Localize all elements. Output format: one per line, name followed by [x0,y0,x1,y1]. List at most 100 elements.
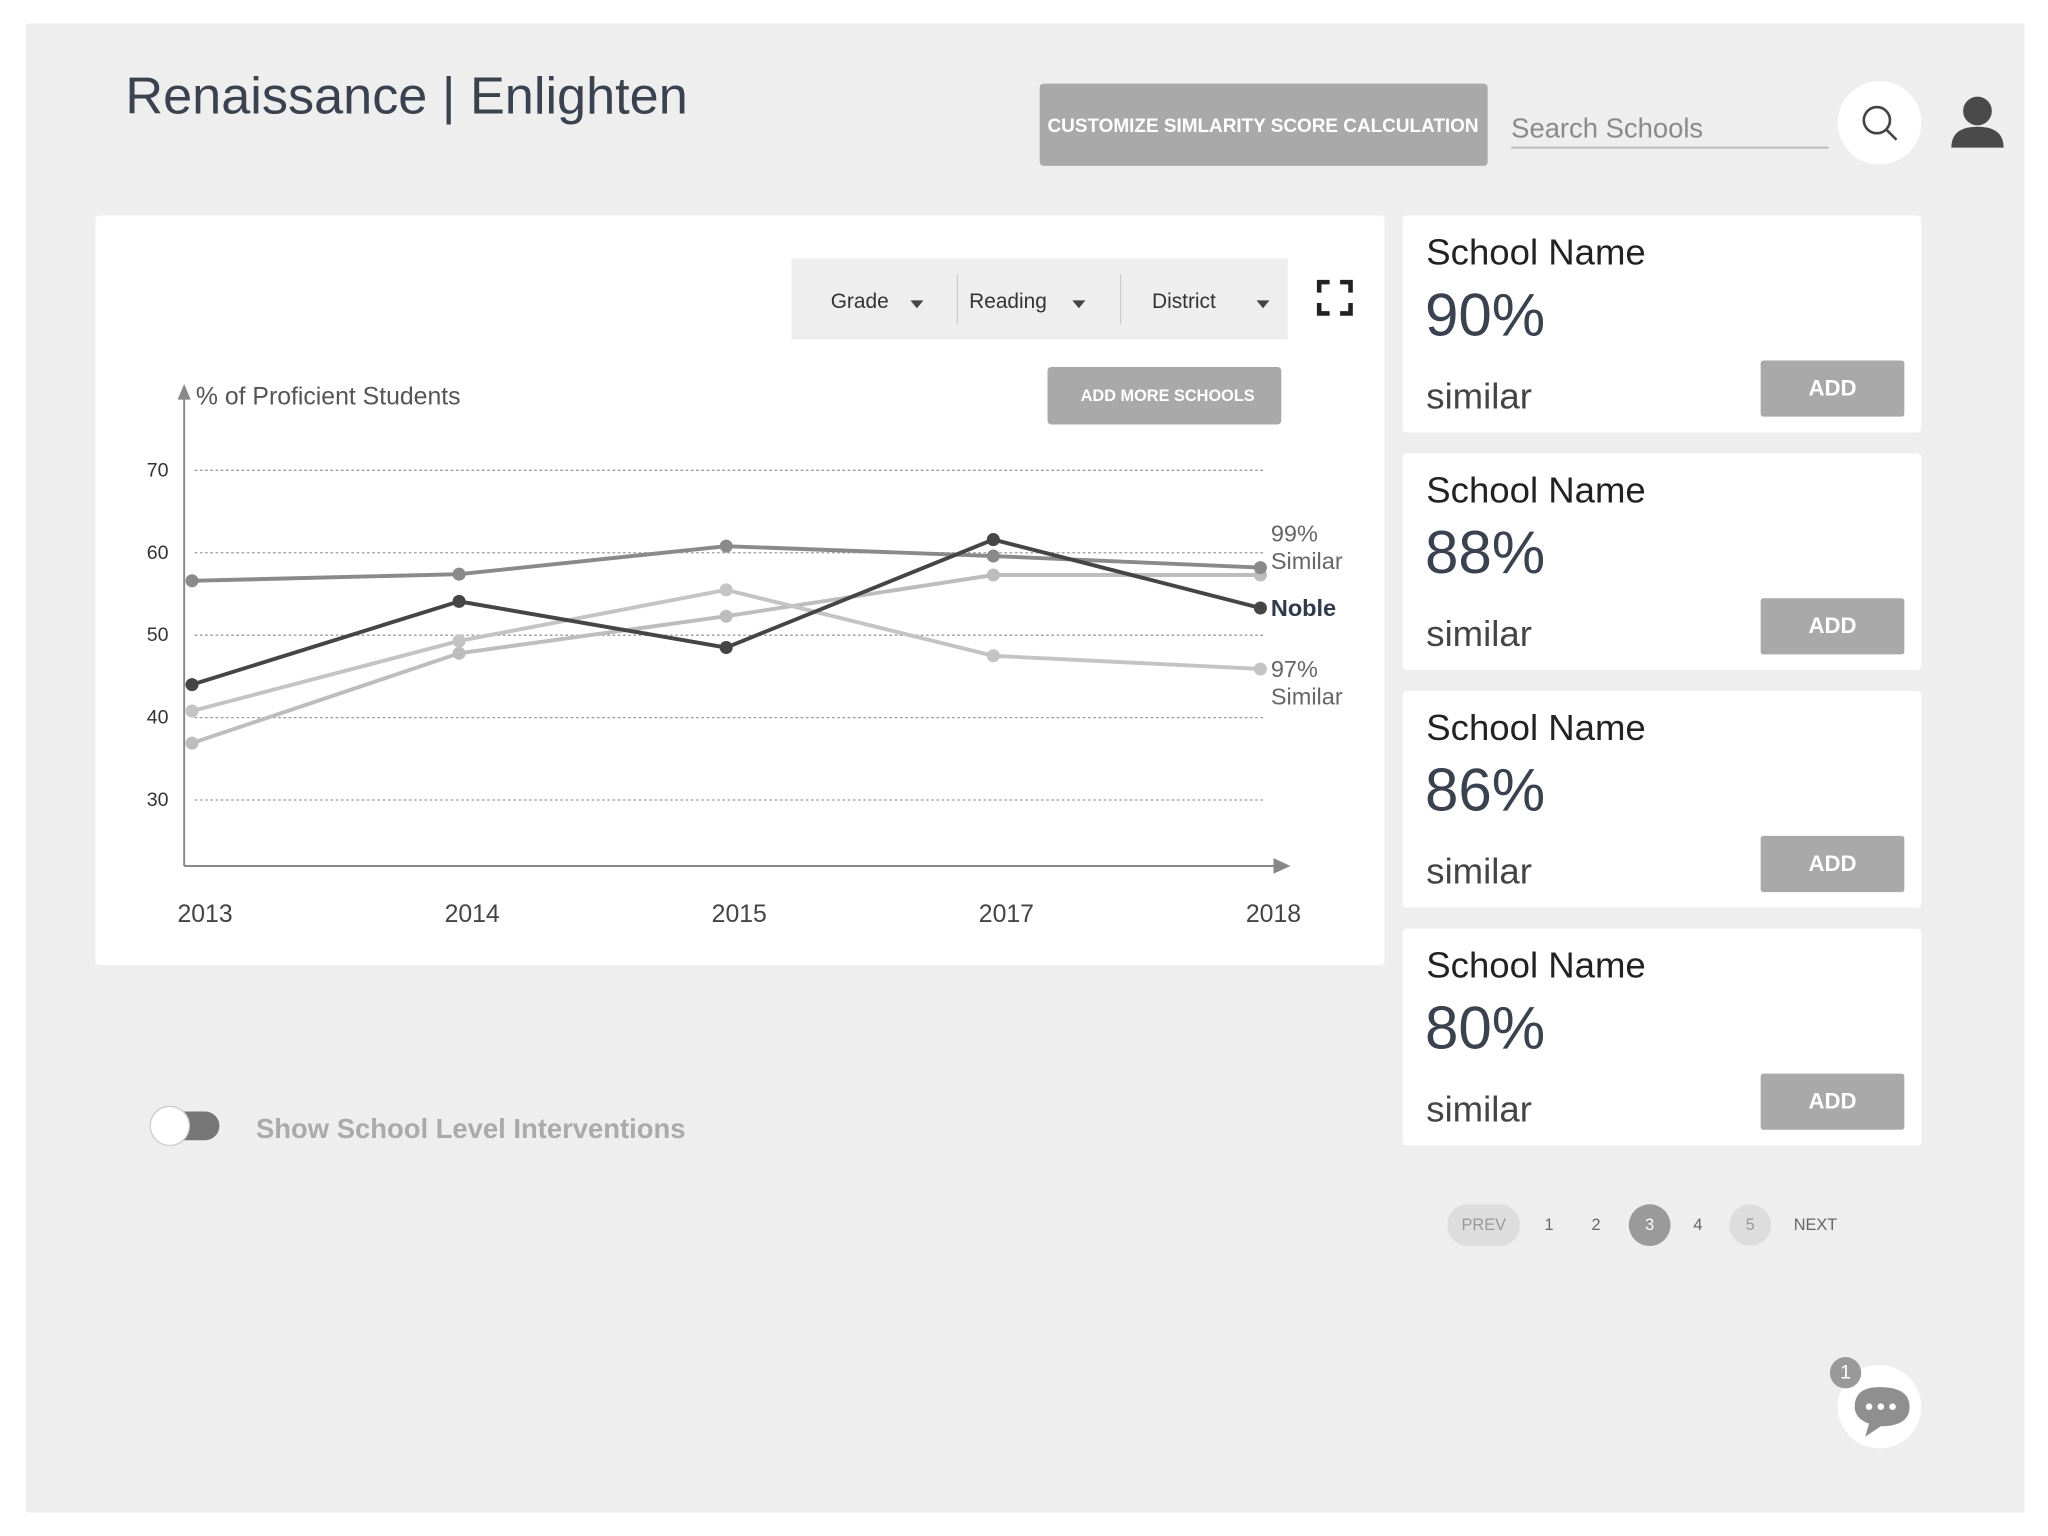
prev-button-bg [1447,1204,1521,1247]
filter-dropdown[interactable]: District [1152,290,1216,313]
data-point [185,704,199,718]
data-point [1253,561,1267,575]
data-point [986,649,1000,663]
y-axis-label: % of Proficient Students [196,384,461,411]
add-button-label: ADD [1808,851,1856,876]
school-cards: School Name 90% similar ADD School Name 88% si… [1402,215,1922,1146]
add-more-button-label: ADD MORE SCHOOLS [1081,387,1255,405]
x-tick-label: 2013 [177,901,232,928]
dropdown-caret [1256,300,1270,309]
toggle-label: Show School Level Interventions [256,1113,685,1144]
similarity-suffix: similar [1426,613,1532,654]
user-icon[interactable] [1951,96,2004,148]
data-point [986,568,1000,582]
filter-dropdown[interactable]: Reading [969,290,1047,313]
series-label: Noble [1271,595,1336,621]
page-highlight [1729,1204,1772,1247]
similarity-suffix: similar [1426,1088,1532,1129]
fullscreen-circle [1295,258,1375,337]
page-number[interactable]: 5 [1746,1216,1755,1234]
y-tick-label: 40 [147,707,169,729]
fullscreen-icon [1316,279,1353,316]
add-button[interactable] [1760,598,1905,655]
data-point [185,678,199,692]
y-tick-label: 70 [147,459,169,481]
fullscreen-button[interactable] [1295,258,1375,337]
pagination: PREV 1 2 3 4 5 NEXT [1447,1204,1838,1247]
x-tick-label: 2014 [445,901,500,928]
data-point [452,594,466,608]
search-icon-handle [1885,128,1898,141]
page-number[interactable]: 1 [1545,1216,1554,1234]
similarity-score: 88% [1425,519,1545,586]
y-tick-label: 60 [147,542,169,564]
page-number[interactable]: 2 [1592,1216,1601,1234]
search-circle [1837,80,1922,165]
page-number[interactable]: 4 [1693,1216,1702,1234]
dropdown-caret [1072,300,1086,309]
series-label: 99% [1271,521,1318,547]
dropdown-caret [910,300,924,309]
school-name: School Name [1426,469,1645,510]
x-axis-arrow [1273,858,1291,874]
similarity-score: 90% [1425,281,1545,348]
chat-badge-count: 1 [1840,1362,1851,1384]
toggle-knob [149,1105,191,1147]
data-point [719,609,733,623]
similarity-suffix: similar [1426,851,1532,892]
data-point [1253,662,1267,676]
school-name: School Name [1426,232,1645,273]
chat-icon [1854,1387,1910,1437]
search-button[interactable] [1837,80,1922,165]
x-tick-label: 2018 [1246,901,1301,928]
data-point [185,574,199,588]
x-tick-label: 2017 [979,901,1034,928]
add-more-button[interactable] [1047,367,1282,425]
series-label: 97% [1271,656,1318,682]
filter-dropdown[interactable]: Grade [831,290,889,313]
next-button[interactable]: NEXT [1794,1216,1838,1234]
page-current [1628,1204,1671,1247]
series-label: Similar [1271,683,1343,709]
user-body [1951,126,2004,148]
prev-button[interactable]: PREV [1462,1216,1507,1234]
school-name: School Name [1426,945,1645,986]
add-button[interactable] [1760,835,1905,893]
data-point [1253,601,1267,615]
chat-dot [1889,1403,1896,1410]
data-point [719,641,733,655]
data-point [986,549,1000,563]
x-tick-label: 2015 [712,901,767,928]
data-point [719,583,733,597]
page-number[interactable]: 3 [1645,1216,1654,1234]
chat-button[interactable]: 1 [1829,1357,1922,1449]
customize-button[interactable] [1039,83,1488,166]
user-head [1963,96,1992,126]
y-tick-label: 50 [147,624,169,646]
similarity-score: 80% [1425,994,1545,1061]
add-button[interactable] [1760,1073,1905,1130]
data-point [452,567,466,581]
chat-badge [1829,1357,1862,1389]
chat-dot [1865,1403,1873,1410]
add-button-label: ADD [1808,613,1856,638]
toggle[interactable] [149,1105,220,1147]
school-name: School Name [1426,707,1645,748]
add-button[interactable] [1760,360,1905,417]
add-button-label: ADD [1808,1089,1856,1114]
add-button-label: ADD [1808,375,1856,400]
data-point [986,533,1000,547]
chat-dot [1877,1403,1885,1410]
y-tick-label: 30 [147,789,169,811]
series-label: Similar [1271,548,1343,574]
filter-bar [791,258,1288,340]
similarity-suffix: similar [1426,375,1532,416]
customize-button-label: CUSTOMIZE SIMLARITY SCORE CALCULATION [1048,116,1479,137]
data-point [452,634,466,648]
data-point [719,539,733,553]
similarity-score: 86% [1425,757,1545,824]
app-title: Renaissance | Enlighten [125,68,687,126]
search-input[interactable]: Search Schools [1511,113,1703,144]
